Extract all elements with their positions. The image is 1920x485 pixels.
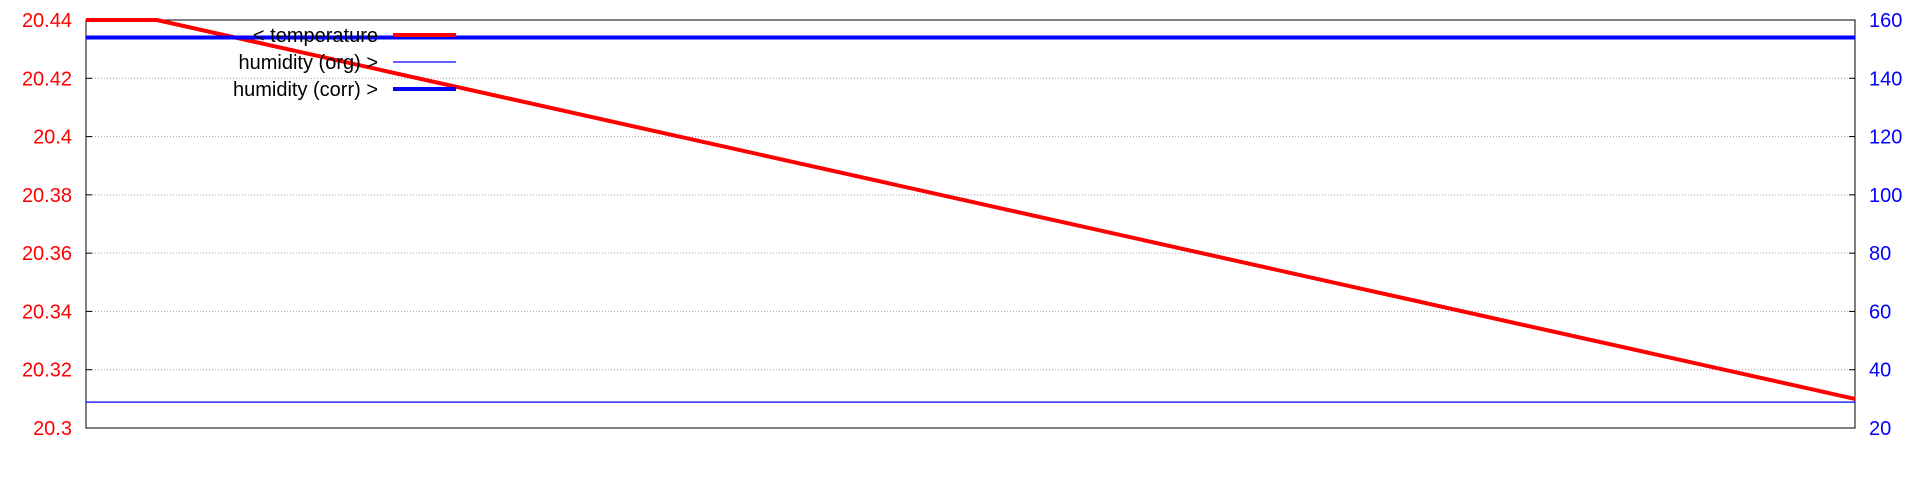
left-tick-label: 20.34 [22, 301, 72, 323]
right-axis-ticks: 20 40 60 80 100 120 140 160 [1849, 10, 1902, 440]
legend: < temperature humidity (org) > humidity (c… [233, 25, 456, 101]
left-tick-label: 20.3 [33, 418, 72, 440]
right-tick-label: 160 [1869, 10, 1902, 32]
legend-label-1: humidity (org) > [239, 52, 379, 74]
legend-label-2: humidity (corr) > [233, 79, 378, 101]
right-tick-label: 120 [1869, 127, 1902, 149]
left-tick-label: 20.44 [22, 10, 72, 32]
right-tick-label: 140 [1869, 68, 1902, 90]
left-tick-label: 20.38 [22, 185, 72, 207]
right-tick-label: 80 [1869, 243, 1891, 265]
series-line-0 [86, 18, 1856, 401]
left-tick-label: 20.36 [22, 243, 72, 265]
right-tick-label: 20 [1869, 418, 1891, 440]
plot-frame [85, 19, 1856, 429]
left-tick-label: 20.4 [33, 127, 72, 149]
series-layer [86, 18, 1856, 403]
right-tick-label: 100 [1869, 185, 1902, 207]
right-tick-label: 40 [1869, 360, 1891, 382]
legend-label-0: < temperature [253, 25, 378, 47]
grid-layer [86, 77, 1855, 371]
left-tick-label: 20.42 [22, 68, 72, 90]
left-tick-label: 20.32 [22, 360, 72, 382]
right-tick-label: 60 [1869, 301, 1891, 323]
left-axis-ticks: 20.3 20.32 20.34 20.36 20.38 20.4 20.42 20.44 [22, 10, 92, 440]
